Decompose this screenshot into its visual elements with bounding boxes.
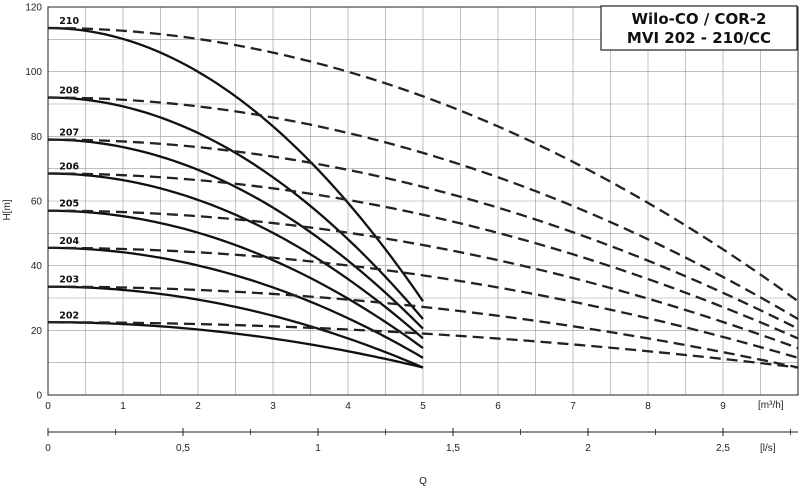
curve-parallel-205 <box>47 209 799 350</box>
x-tick-label: 4 <box>345 401 351 412</box>
curve-label-204: 204 <box>59 236 79 247</box>
curve-single-206 <box>47 172 424 340</box>
x2-axis-unit: [l/s] <box>760 443 776 454</box>
y-axis-title: H[m] <box>2 199 13 220</box>
curve-single-203 <box>47 285 424 369</box>
curve-parallel-208 <box>47 96 799 321</box>
y-tick-label: 20 <box>31 326 43 337</box>
y-tick-label: 40 <box>31 261 43 272</box>
x-tick-label: 7 <box>570 401 576 412</box>
curve-label-210: 210 <box>59 16 79 27</box>
x2-tick-label: 0 <box>45 443 51 454</box>
x-tick-label: 6 <box>495 401 501 412</box>
curve-parallel-206 <box>47 172 799 340</box>
x-tick-label: 1 <box>120 401 126 412</box>
y-tick-label: 100 <box>25 67 42 78</box>
chart-title-line-1: Wilo-CO / COR-2 <box>631 10 766 28</box>
curve-single-210 <box>47 26 424 302</box>
curve-single-208 <box>47 96 424 320</box>
x2-tick-label: 0,5 <box>176 443 190 454</box>
curve-label-208: 208 <box>59 86 79 97</box>
x-axis-title: Q <box>419 476 427 487</box>
x-tick-label: 9 <box>720 401 726 412</box>
curve-single-202 <box>47 321 424 369</box>
x2-tick-label: 2 <box>585 443 591 454</box>
x2-tick-label: 1,5 <box>446 443 460 454</box>
curve-parallel-210 <box>47 26 799 303</box>
x2-tick-label: 1 <box>315 443 321 454</box>
x-tick-label: 2 <box>195 401 201 412</box>
x-axis-unit: [m³/h] <box>758 400 784 411</box>
chart-title-line-2: MVI 202 - 210/CC <box>627 29 771 47</box>
y-tick-label: 80 <box>31 132 43 143</box>
x-tick-label: 0 <box>45 401 51 412</box>
curve-single-205 <box>47 209 424 350</box>
curve-parallel-204 <box>47 246 799 359</box>
plot-frame <box>47 6 799 396</box>
x-tick-label: 3 <box>270 401 276 412</box>
curve-label-202: 202 <box>59 310 79 321</box>
curve-label-206: 206 <box>59 162 79 173</box>
curve-parallel-207 <box>47 138 799 330</box>
curve-label-207: 207 <box>59 128 79 139</box>
y-tick-label: 60 <box>31 197 43 208</box>
x-tick-label: 8 <box>645 401 651 412</box>
curve-single-207 <box>47 138 424 330</box>
curve-label-203: 203 <box>59 275 79 286</box>
curve-label-205: 205 <box>59 199 79 210</box>
x2-tick-label: 2,5 <box>716 443 730 454</box>
title-box <box>600 5 798 51</box>
grid <box>47 6 799 396</box>
x-tick-label: 5 <box>420 401 426 412</box>
curve-single-204 <box>47 246 424 359</box>
y-tick-label: 0 <box>36 391 42 402</box>
curves <box>47 26 799 369</box>
labels: 0 20 40 60 80 100 120 0 1 2 3 4 5 6 7 8 9 0 0,5 1 1,5 2 2,5 210… <box>25 3 730 455</box>
curve-parallel-202 <box>48 321 799 369</box>
curve-parallel-203 <box>47 285 799 369</box>
y-tick-label: 120 <box>25 3 42 14</box>
axes <box>47 6 799 436</box>
